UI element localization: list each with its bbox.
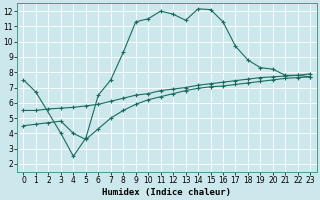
- X-axis label: Humidex (Indice chaleur): Humidex (Indice chaleur): [102, 188, 231, 197]
